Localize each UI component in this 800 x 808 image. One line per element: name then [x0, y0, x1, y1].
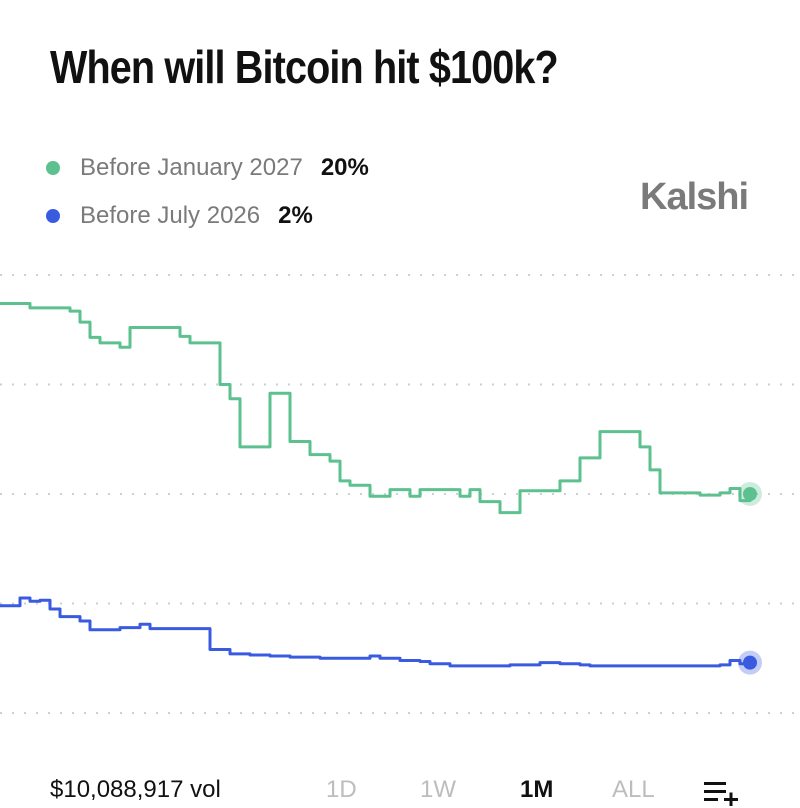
legend-value: 2%	[278, 202, 313, 229]
latest-point-0[interactable]	[743, 487, 757, 501]
brand-logo: Kalshi	[640, 176, 749, 218]
range-1d-button[interactable]: 1D	[326, 776, 357, 803]
legend-label: Before January 2027	[80, 154, 303, 181]
chart-footer: $10,088,917 vol 1D 1W 1M ALL	[0, 768, 800, 808]
series-line-1	[0, 596, 752, 668]
page-title: When will Bitcoin hit $100k?	[50, 41, 559, 93]
legend-item-jan-2027[interactable]: Before January 2027 20%	[46, 144, 369, 192]
legend-value: 20%	[320, 154, 369, 181]
series-line-0	[0, 301, 752, 515]
legend-label: Before July 2026	[80, 202, 261, 229]
chart-legend: Before January 2027 20% Before July 2026…	[46, 144, 369, 240]
volume-label: $10,088,917 vol	[50, 776, 221, 803]
price-chart[interactable]	[0, 250, 800, 750]
range-1m-button[interactable]: 1M	[520, 776, 554, 803]
series-dot-icon	[46, 161, 60, 175]
range-all-button[interactable]: ALL	[612, 776, 655, 803]
legend-item-jul-2026[interactable]: Before July 2026 2%	[46, 192, 369, 240]
list-add-icon[interactable]	[704, 780, 738, 806]
latest-point-1[interactable]	[743, 655, 757, 670]
series-dot-icon	[46, 209, 60, 223]
range-1w-button[interactable]: 1W	[420, 776, 456, 803]
